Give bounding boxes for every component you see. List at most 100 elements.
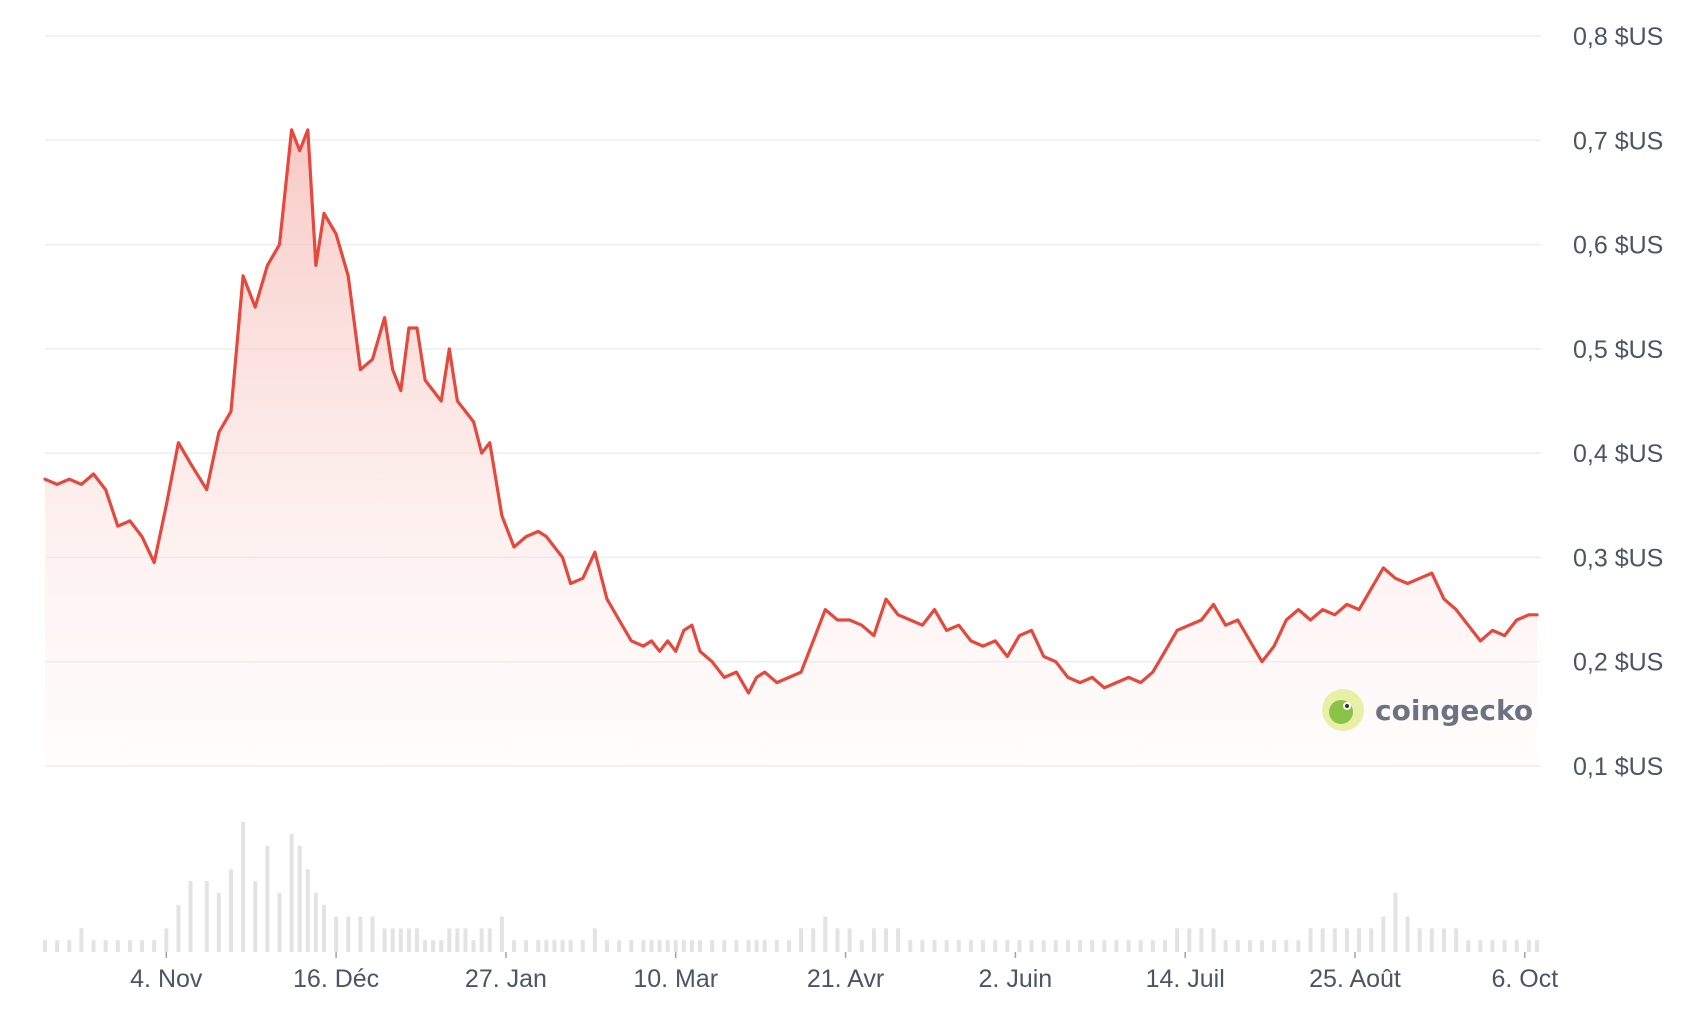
volume-bar (536, 940, 541, 952)
volume-bar (103, 940, 108, 952)
volume-bar (1441, 928, 1446, 952)
volume-bar (79, 928, 84, 952)
x-tick-label: 4. Nov (130, 965, 203, 993)
volume-bar (499, 916, 504, 952)
volume-bar (164, 928, 169, 952)
volume-bar (1272, 940, 1277, 952)
volume-bar (689, 940, 694, 952)
y-tick-label: 0,2 $US (1573, 649, 1663, 677)
volume-bar (140, 940, 145, 952)
volume-bar (463, 928, 468, 952)
volume-bar (216, 892, 221, 952)
volume-bar (265, 845, 270, 952)
volume-bar (297, 845, 302, 952)
volume-bar (1053, 940, 1058, 952)
x-tick-label: 27. Jan (465, 965, 547, 993)
volume-bar (657, 940, 662, 952)
volume-bar (847, 928, 852, 952)
volume-bar (1514, 940, 1519, 952)
volume-bar (629, 940, 634, 952)
volume-bar (1102, 940, 1107, 952)
volume-bar (1284, 940, 1289, 952)
volume-bar (592, 928, 597, 952)
volume-bars (43, 822, 1539, 952)
volume-bar (370, 916, 375, 952)
volume-bar (1017, 940, 1022, 952)
volume-bar (447, 928, 452, 952)
volume-bar (944, 940, 949, 952)
volume-bar (382, 928, 387, 952)
x-tick-label: 6. Oct (1491, 965, 1558, 993)
x-tick-label: 10. Mar (633, 965, 718, 993)
volume-bar (1502, 940, 1507, 952)
volume-bar (1005, 940, 1010, 952)
volume-bar (896, 928, 901, 952)
volume-bar (1526, 940, 1531, 952)
volume-bar (152, 940, 157, 952)
volume-bar (439, 940, 444, 952)
volume-bar (334, 916, 339, 952)
volume-bar (883, 928, 888, 952)
volume-bar (1247, 940, 1252, 952)
volume-bar (479, 928, 484, 952)
y-tick-label: 0,4 $US (1573, 440, 1663, 468)
volume-bar (241, 822, 246, 952)
volume-bar (908, 940, 913, 952)
volume-bar (673, 940, 678, 952)
volume-bar (414, 928, 419, 952)
volume-bar (1296, 940, 1301, 952)
volume-bar (346, 916, 351, 952)
volume-bar (698, 940, 703, 952)
volume-bar (398, 928, 403, 952)
volume-bar (455, 928, 460, 952)
volume-bar (754, 940, 759, 952)
volume-bar (1175, 928, 1180, 952)
volume-bar (512, 940, 517, 952)
volume-bar (305, 869, 310, 952)
volume-bar (390, 928, 395, 952)
watermark-text: coingecko (1375, 694, 1533, 727)
volume-bar (406, 928, 411, 952)
y-tick-label: 0,7 $US (1573, 127, 1663, 155)
volume-bar (665, 940, 670, 952)
volume-bar (835, 928, 840, 952)
volume-bar (1138, 940, 1143, 952)
volume-bar (1357, 928, 1362, 952)
volume-bar (431, 940, 436, 952)
volume-bar (710, 940, 715, 952)
volume-bar (859, 940, 864, 952)
volume-bar (1078, 940, 1083, 952)
volume-bar (204, 881, 209, 952)
volume-bar (1260, 940, 1265, 952)
y-tick-label: 0,1 $US (1573, 753, 1663, 781)
volume-bar (1308, 928, 1313, 952)
x-tick-label: 14. Juil (1146, 965, 1225, 993)
volume-bar (956, 940, 961, 952)
volume-bar (228, 869, 233, 952)
volume-bar (932, 940, 937, 952)
volume-bar (1065, 940, 1070, 952)
x-tick-label: 2. Juin (979, 965, 1053, 993)
y-tick-label: 0,3 $US (1573, 544, 1663, 572)
volume-bar (423, 940, 428, 952)
volume-bar (1150, 940, 1155, 952)
volume-bar (681, 940, 686, 952)
volume-bar (1029, 940, 1034, 952)
coingecko-watermark: coingecko (1322, 689, 1533, 731)
x-tick-label: 16. Déc (293, 965, 379, 993)
y-tick-label: 0,8 $US (1573, 23, 1663, 51)
volume-bar (580, 940, 585, 952)
volume-bar (544, 940, 549, 952)
volume-bar (641, 940, 646, 952)
volume-bar (277, 892, 282, 952)
volume-bar (1041, 940, 1046, 952)
volume-bar (1114, 940, 1119, 952)
price-area (43, 128, 1539, 766)
y-tick-label: 0,6 $US (1573, 232, 1663, 260)
volume-bar (568, 940, 573, 952)
volume-bar (1466, 940, 1471, 952)
volume-bar (823, 916, 828, 952)
volume-bar (55, 940, 60, 952)
volume-bar (920, 940, 925, 952)
